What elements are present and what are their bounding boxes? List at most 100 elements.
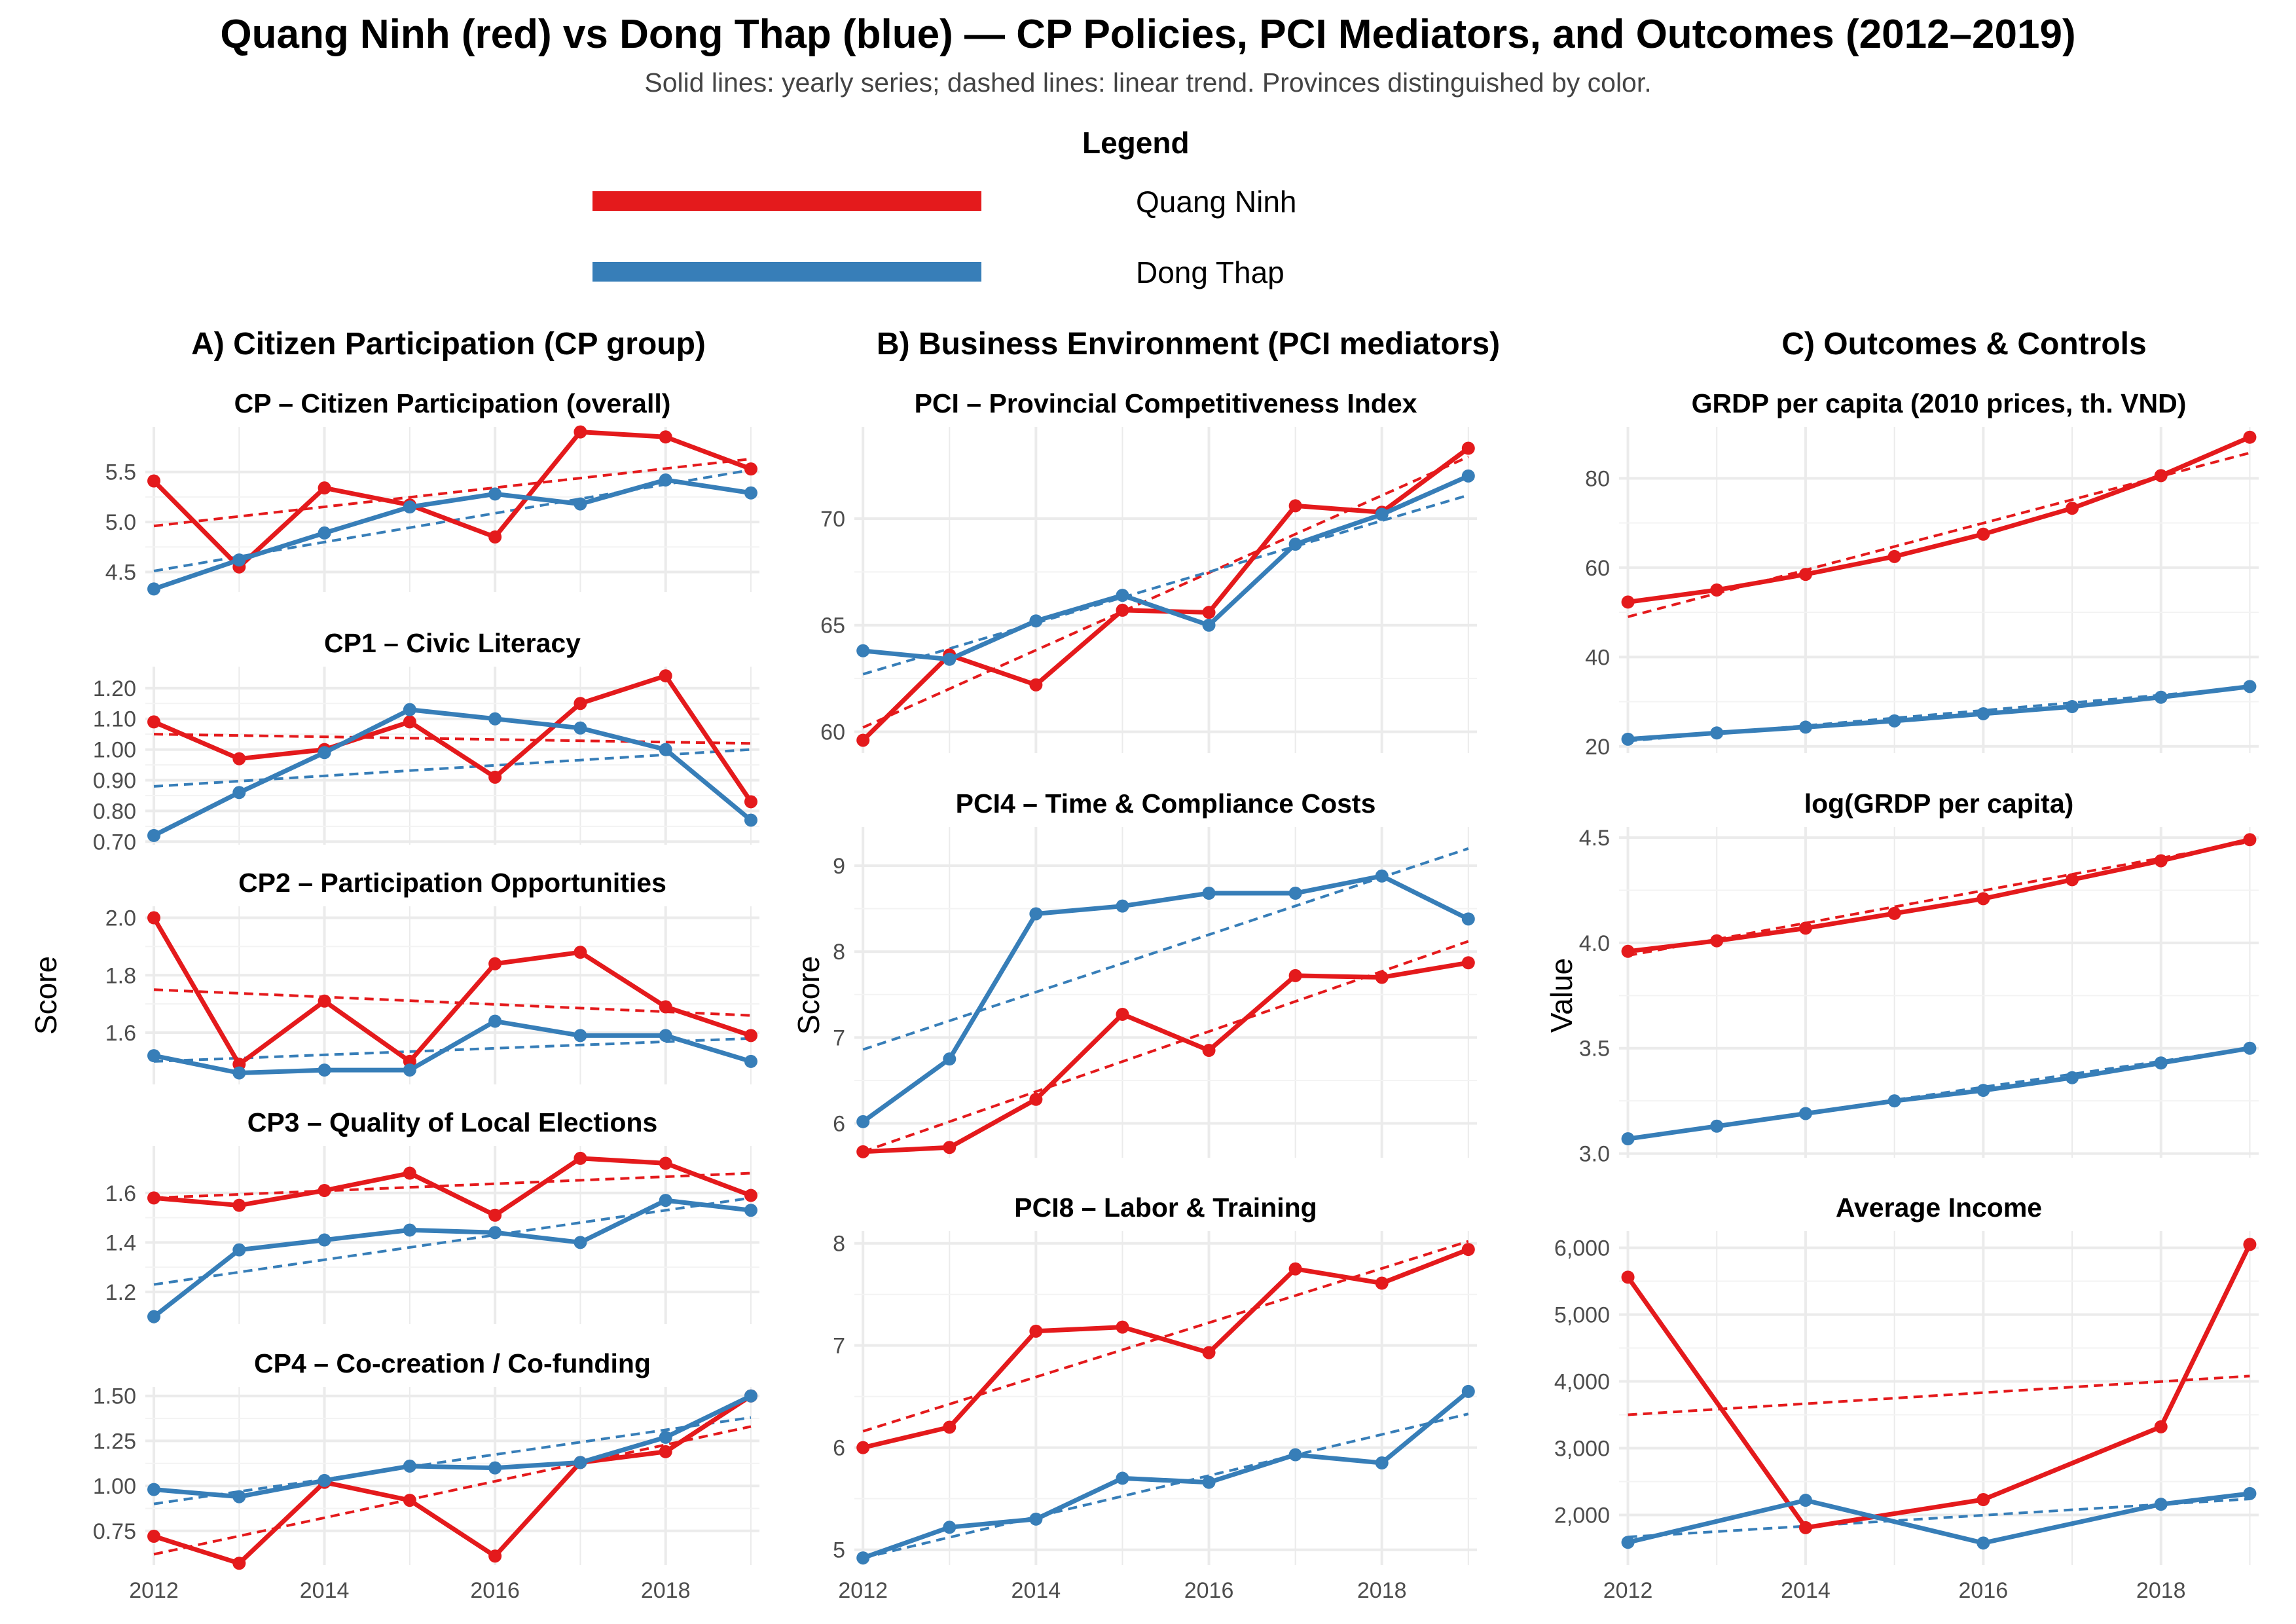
average-income-xtick-label: 2018 <box>2136 1578 2186 1603</box>
cp4-co-creation-co-funding-trend-dong-thap <box>153 1416 752 1505</box>
cp2-participation-opportunities-point-quang-ninh <box>659 1000 672 1014</box>
cp2-participation-opportunities-panel-title: CP2 – Participation Opportunities <box>238 868 666 898</box>
cp-citizen-participation-overall-point-dong-thap <box>403 500 416 514</box>
cp2-participation-opportunities-line-quang-ninh <box>151 916 752 1067</box>
log-grdp-per-capita-point-quang-ninh <box>1798 921 1812 935</box>
cp2-participation-opportunities-point-quang-ninh <box>318 994 331 1008</box>
average-income-point-quang-ninh <box>1977 1493 1990 1507</box>
cp3-quality-of-local-elections-point-quang-ninh <box>403 1166 416 1180</box>
pci4-time-compliance-costs-point-quang-ninh <box>1202 1044 1216 1058</box>
cp1-civic-literacy-ytick-label: 0.70 <box>93 830 136 855</box>
cp3-quality-of-local-elections-point-dong-thap <box>744 1204 757 1217</box>
pci4-time-compliance-costs-point-dong-thap <box>1288 887 1302 900</box>
grdp-per-capita-2010-prices-th-vnd-point-quang-ninh <box>1621 595 1635 609</box>
cp2-participation-opportunities-point-quang-ninh <box>574 946 587 959</box>
pci4-time-compliance-costs-line-quang-ninh <box>863 960 1469 1154</box>
log-grdp-per-capita-point-dong-thap <box>1621 1132 1635 1146</box>
cp3-quality-of-local-elections-point-dong-thap <box>659 1194 672 1208</box>
cp2-participation-opportunities-line-dong-thap <box>153 1019 752 1075</box>
pci8-labor-training-point-quang-ninh <box>1202 1346 1216 1359</box>
grdp-per-capita-2010-prices-th-vnd-point-dong-thap <box>1798 720 1812 734</box>
pci8-labor-training-xtick-label: 2012 <box>838 1578 888 1603</box>
pci-provincial-competitiveness-index-point-dong-thap <box>1288 538 1302 551</box>
cp4-co-creation-co-funding-point-quang-ninh <box>147 1530 161 1543</box>
log-grdp-per-capita-point-quang-ninh <box>2066 873 2079 887</box>
pci-provincial-competitiveness-index-point-dong-thap <box>1461 469 1475 483</box>
log-grdp-per-capita-point-quang-ninh <box>2154 854 2168 868</box>
grdp-per-capita-2010-prices-th-vnd-point-quang-ninh <box>1887 549 1901 563</box>
cp4-co-creation-co-funding-line-dong-thap <box>153 1393 752 1500</box>
cp1-civic-literacy-panel-title: CP1 – Civic Literacy <box>324 628 581 658</box>
average-income-ytick-label: 6,000 <box>1554 1236 1610 1261</box>
cp1-civic-literacy-point-dong-thap <box>574 721 587 735</box>
average-income-point-dong-thap <box>2154 1498 2168 1511</box>
cp-citizen-participation-overall-point-quang-ninh <box>659 430 672 444</box>
pci-provincial-competitiveness-index-trend-dong-thap <box>862 494 1469 676</box>
legend-label-quang-ninh: Quang Ninh <box>1136 185 1297 219</box>
cp-citizen-participation-overall-ytick-label: 4.5 <box>105 560 136 585</box>
cp2-participation-opportunities-ytick-label: 1.8 <box>105 963 136 988</box>
cp4-co-creation-co-funding-trend-quang-ninh <box>153 1425 752 1556</box>
cp1-civic-literacy-ytick-label: 1.20 <box>93 676 136 701</box>
pci4-time-compliance-costs-ytick-label: 7 <box>833 1025 845 1050</box>
pci4-time-compliance-costs-trend-dong-thap <box>862 847 1469 1051</box>
grdp-per-capita-2010-prices-th-vnd-point-quang-ninh <box>2066 502 2079 515</box>
log-grdp-per-capita-point-dong-thap <box>1977 1084 1990 1098</box>
pci4-time-compliance-costs-point-quang-ninh <box>1029 1092 1043 1106</box>
cp1-civic-literacy-point-quang-ninh <box>744 795 757 809</box>
cp4-co-creation-co-funding-line-quang-ninh <box>153 1393 752 1566</box>
cp4-co-creation-co-funding-panel-title: CP4 – Co-creation / Co-funding <box>254 1348 651 1378</box>
grdp-per-capita-2010-prices-th-vnd-ytick-label: 60 <box>1585 556 1610 581</box>
cp3-quality-of-local-elections-trend-dong-thap <box>153 1196 752 1286</box>
pci-provincial-competitiveness-index-point-quang-ninh <box>1202 606 1216 619</box>
cp1-civic-literacy-line-quang-ninh <box>153 673 753 803</box>
cp3-quality-of-local-elections-ytick-label: 1.6 <box>105 1181 136 1206</box>
cp2-participation-opportunities-point-dong-thap <box>318 1063 331 1077</box>
cp3-quality-of-local-elections-point-quang-ninh <box>488 1208 502 1222</box>
pci8-labor-training-point-dong-thap <box>1116 1471 1129 1485</box>
average-income-ytick-label: 3,000 <box>1554 1437 1610 1462</box>
cp4-co-creation-co-funding-point-quang-ninh <box>488 1549 502 1563</box>
cp-citizen-participation-overall-point-quang-ninh <box>147 474 161 488</box>
log-grdp-per-capita-ytick-label: 3.5 <box>1579 1037 1610 1061</box>
pci4-time-compliance-costs-point-dong-thap <box>1202 887 1216 900</box>
cp3-quality-of-local-elections-point-quang-ninh <box>232 1198 246 1212</box>
grdp-per-capita-2010-prices-th-vnd-line-dong-thap <box>1628 684 2250 742</box>
cp-citizen-participation-overall-panel-title: CP – Citizen Participation (overall) <box>234 388 671 418</box>
cp2-participation-opportunities-point-dong-thap <box>147 1049 161 1063</box>
cp-citizen-participation-overall-point-dong-thap <box>574 497 587 511</box>
average-income-xtick-label: 2014 <box>1781 1578 1831 1603</box>
cp2-participation-opportunities-point-dong-thap <box>232 1066 246 1080</box>
average-income-point-dong-thap <box>1977 1536 1990 1550</box>
pci4-time-compliance-costs-ytick-label: 6 <box>833 1112 845 1137</box>
pci4-time-compliance-costs-point-quang-ninh <box>856 1145 870 1158</box>
legend-swatch-quang-ninh <box>592 191 981 211</box>
cp1-civic-literacy-point-dong-thap <box>488 712 502 726</box>
log-grdp-per-capita-point-quang-ninh <box>1887 906 1901 920</box>
grdp-per-capita-2010-prices-th-vnd-panel-title: GRDP per capita (2010 prices, th. VND) <box>1692 388 2187 418</box>
pci4-time-compliance-costs-point-dong-thap <box>856 1115 870 1128</box>
average-income-line-quang-ninh <box>1626 1243 2252 1530</box>
grdp-per-capita-2010-prices-th-vnd-trend-dong-thap <box>1628 686 2250 743</box>
cp1-civic-literacy-trend-dong-thap <box>153 748 752 788</box>
legend-title: Legend <box>1082 126 1190 160</box>
log-grdp-per-capita-point-quang-ninh <box>2243 833 2257 847</box>
pci8-labor-training-trend-dong-thap <box>862 1412 1469 1560</box>
pci-provincial-competitiveness-index-point-dong-thap <box>1375 507 1389 521</box>
pci-provincial-competitiveness-index-ytick-label: 60 <box>820 720 845 745</box>
pci4-time-compliance-costs-panel-title: PCI4 – Time & Compliance Costs <box>956 788 1376 819</box>
pci8-labor-training-xtick-label: 2016 <box>1184 1578 1234 1603</box>
log-grdp-per-capita-point-dong-thap <box>2154 1056 2168 1070</box>
grdp-per-capita-2010-prices-th-vnd-point-dong-thap <box>2066 700 2079 714</box>
cp4-co-creation-co-funding-point-dong-thap <box>659 1430 672 1444</box>
cp1-civic-literacy-point-dong-thap <box>232 786 246 800</box>
cp3-quality-of-local-elections-point-quang-ninh <box>147 1191 161 1205</box>
pci-provincial-competitiveness-index-point-dong-thap <box>1029 614 1043 628</box>
cp4-co-creation-co-funding-ytick-label: 1.50 <box>93 1384 136 1409</box>
average-income-ytick-label: 5,000 <box>1554 1303 1610 1328</box>
chart-subtitle: Solid lines: yearly series; dashed lines… <box>644 67 1652 98</box>
grdp-per-capita-2010-prices-th-vnd-line-quang-ninh <box>1628 435 2251 604</box>
cp4-co-creation-co-funding-xtick-label: 2014 <box>300 1578 350 1603</box>
pci4-time-compliance-costs-point-dong-thap <box>1029 907 1043 921</box>
